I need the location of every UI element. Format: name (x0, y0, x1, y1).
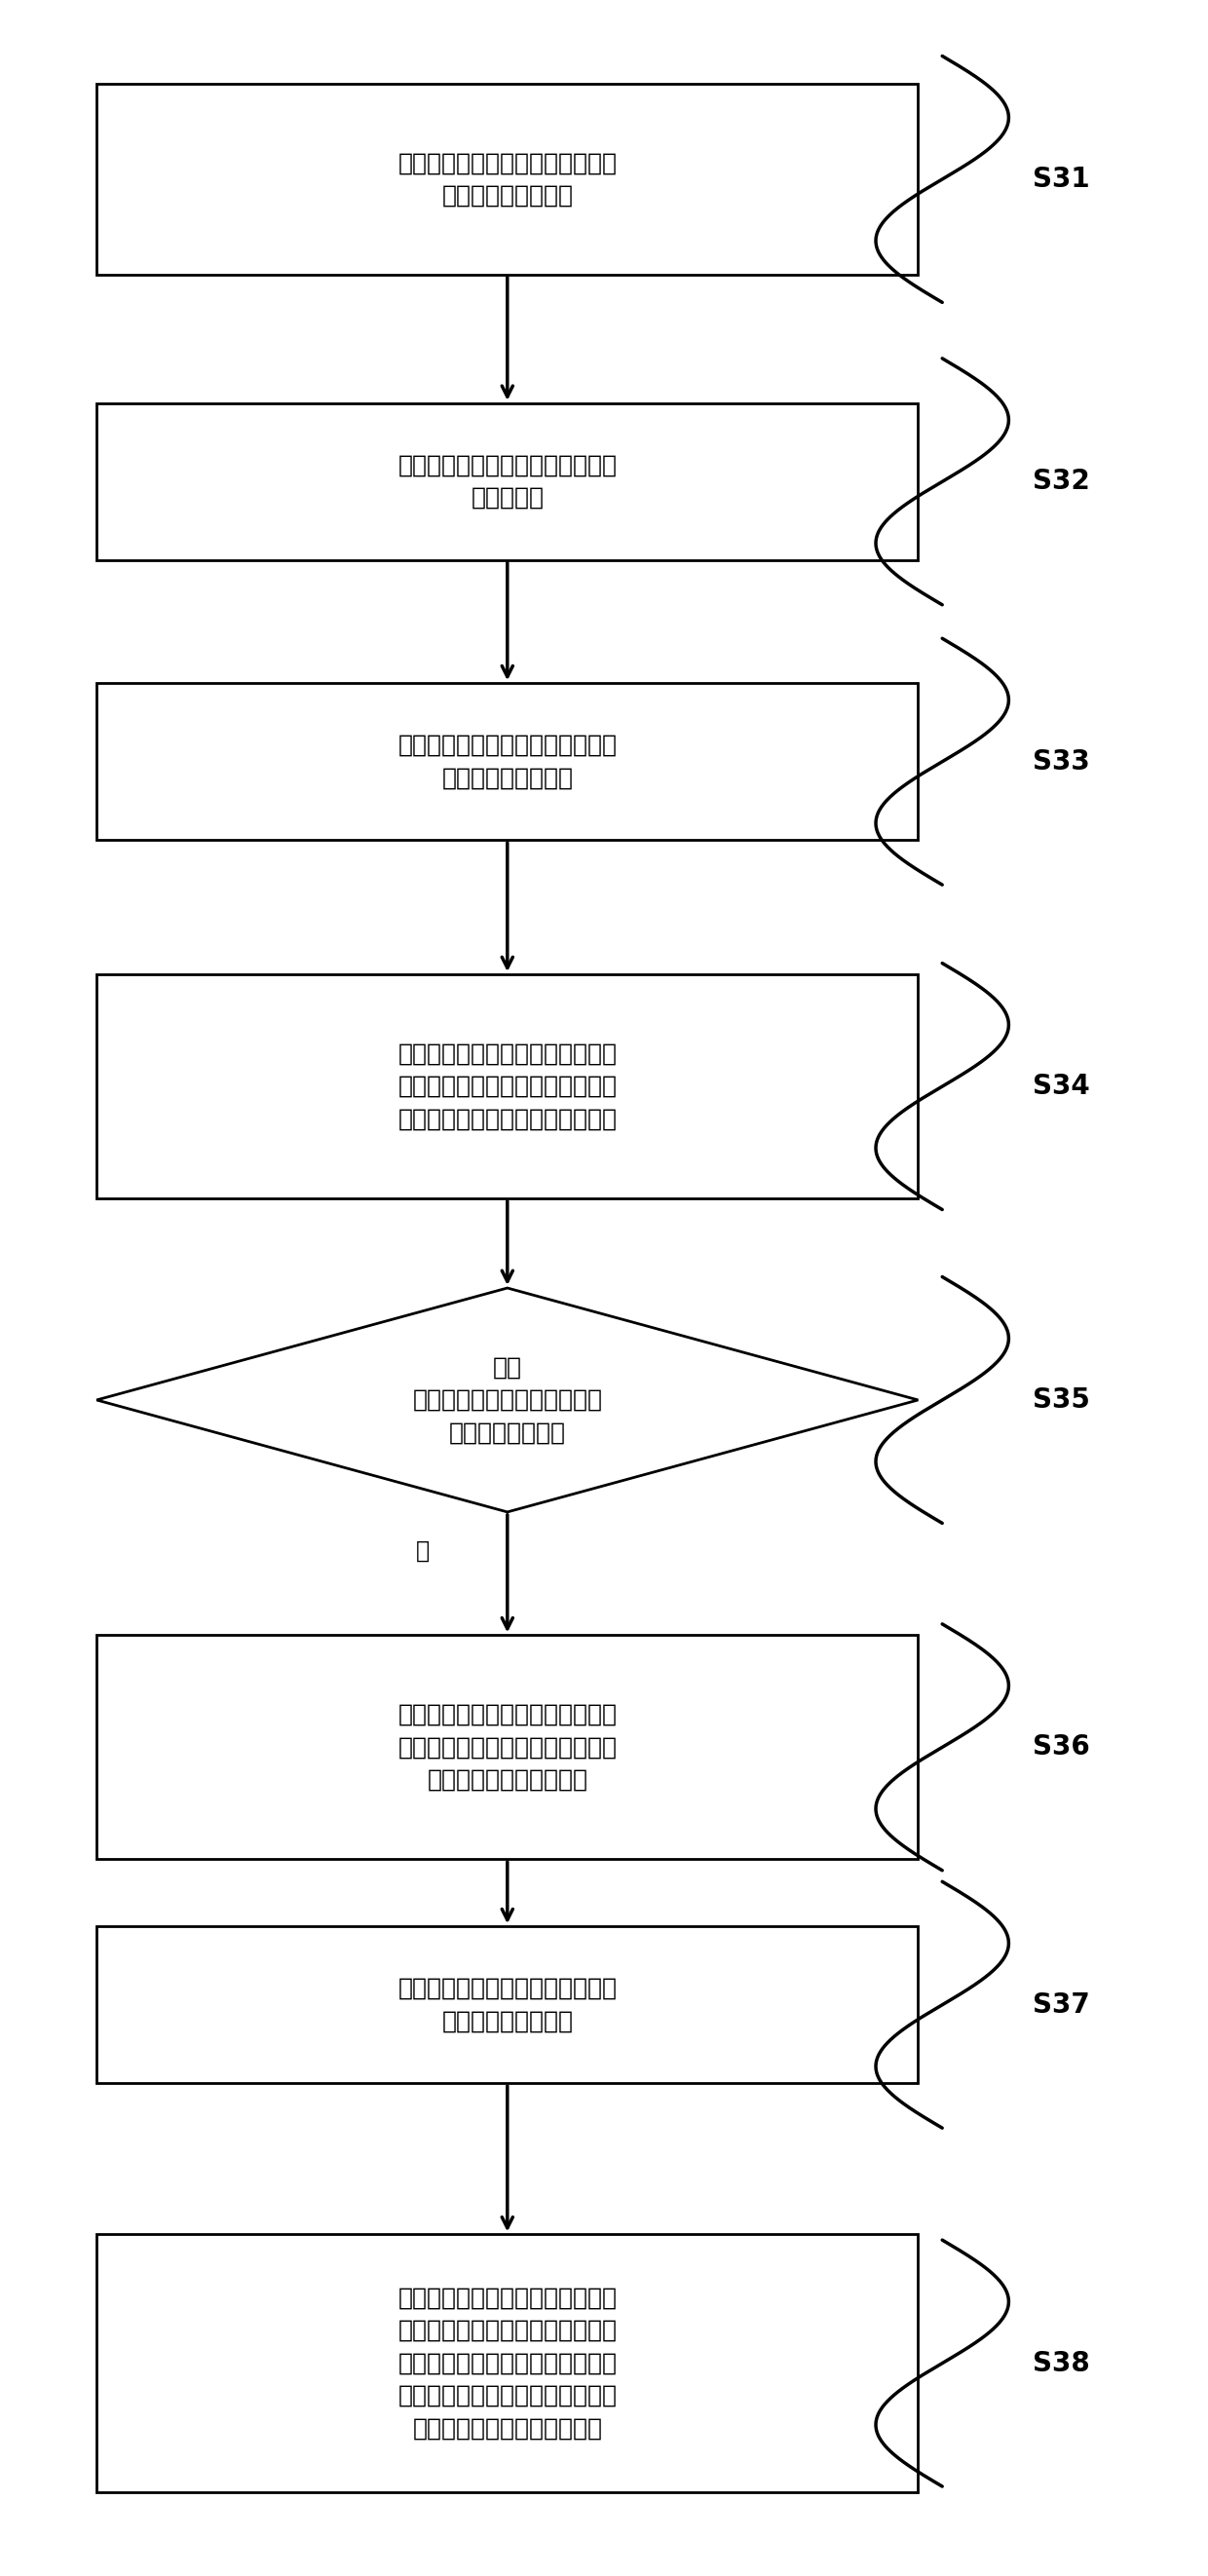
FancyBboxPatch shape (97, 404, 918, 559)
Text: S32: S32 (1033, 469, 1090, 495)
Text: 判断
第一水温时间与第一水量时间
是否至少部分重合: 判断 第一水温时间与第一水量时间 是否至少部分重合 (412, 1355, 603, 1445)
Text: 根据环境温度和人体温度，生成基
准输出水温: 根据环境温度和人体温度，生成基 准输出水温 (397, 453, 617, 510)
FancyBboxPatch shape (97, 974, 918, 1198)
Text: S31: S31 (1033, 165, 1090, 193)
Text: S35: S35 (1033, 1386, 1090, 1414)
Text: 根据出水控制模式，以第一输出水
温和第二输出水温为水温变化区间
、以第一输出水量和第二输出水量
为水量变化区间，控制热水器以水
温变化以及水量变化方式出水: 根据出水控制模式，以第一输出水 温和第二输出水温为水温变化区间 、以第一输出水量… (397, 2287, 617, 2439)
Text: 若否，基于热水器的加热负荷，根
据基准输出水温、进水压力和进水
温度，生成基准输出水量: 若否，基于热水器的加热负荷，根 据基准输出水温、进水压力和进水 温度，生成基准输… (397, 1703, 617, 1790)
Text: 获取获取第一水温时间、第二水温
时间、基准水温时间、第一水量时
间、第二水量时间和基准水量时间: 获取获取第一水温时间、第二水温 时间、基准水温时间、第一水量时 间、第二水量时间… (397, 1043, 617, 1131)
Text: S36: S36 (1033, 1734, 1090, 1762)
Text: S34: S34 (1033, 1072, 1090, 1100)
FancyBboxPatch shape (97, 1927, 918, 2084)
Text: 否: 否 (416, 1540, 430, 1564)
FancyBboxPatch shape (97, 683, 918, 840)
FancyBboxPatch shape (97, 85, 918, 276)
Text: 根据基准输出水温，生成第一输出
水温和第二输出水温: 根据基准输出水温，生成第一输出 水温和第二输出水温 (397, 734, 617, 791)
Text: S37: S37 (1033, 1991, 1090, 2020)
Text: S33: S33 (1033, 747, 1090, 775)
Text: 根据基准输出水量，生成第一输出
水量和第二输出水量: 根据基准输出水量，生成第一输出 水量和第二输出水量 (397, 1976, 617, 2032)
FancyBboxPatch shape (97, 2233, 918, 2491)
Polygon shape (97, 1288, 918, 1512)
Text: 获取环境温度、用户的人体温度、
进水压力和进水温度: 获取环境温度、用户的人体温度、 进水压力和进水温度 (397, 152, 617, 206)
FancyBboxPatch shape (97, 1636, 918, 1860)
Text: S38: S38 (1033, 2349, 1090, 2378)
